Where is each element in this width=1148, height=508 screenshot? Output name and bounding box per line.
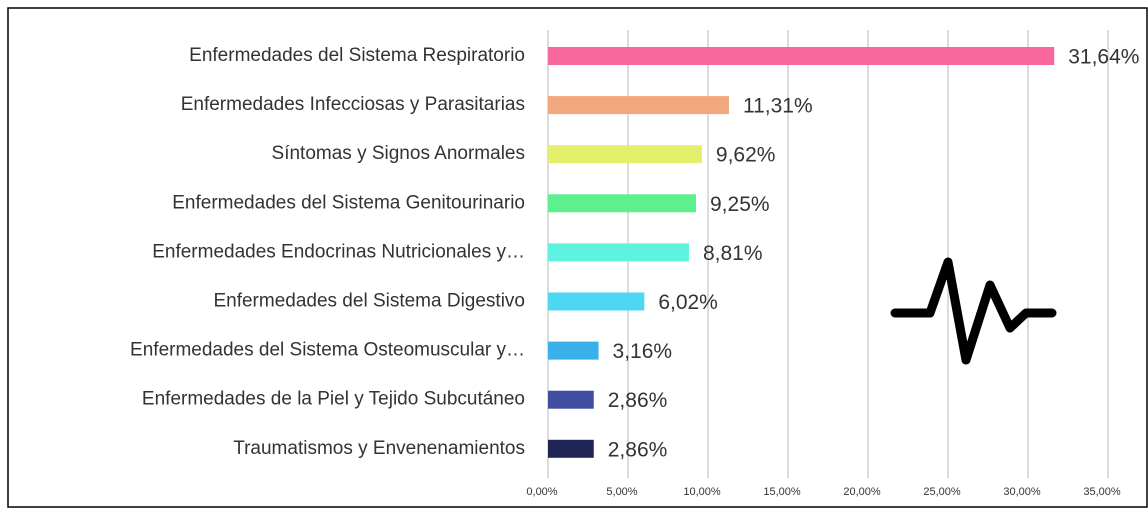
category-label: Enfermedades de la Piel y Tejido Subcutá… [142, 389, 525, 410]
category-label: Enfermedades Infecciosas y Parasitarias [181, 94, 525, 115]
heartbeat-icon [890, 257, 1057, 365]
x-tick-label: 5,00% [606, 486, 637, 498]
category-label: Traumatismos y Envenenamientos [233, 438, 525, 459]
bar [548, 341, 599, 360]
value-label: 6,02% [658, 291, 718, 314]
value-label: 11,31% [743, 95, 813, 118]
bar [548, 292, 645, 311]
value-label: 2,86% [608, 438, 668, 461]
value-label: 31,64% [1068, 46, 1139, 69]
x-tick-label: 25,00% [923, 486, 961, 498]
category-label: Enfermedades del Sistema Osteomuscular y… [130, 340, 525, 361]
x-tick-label: 0,00% [526, 486, 557, 498]
bar [548, 439, 594, 458]
value-label: 9,25% [710, 193, 770, 216]
bar [548, 390, 594, 409]
x-tick-label: 35,00% [1083, 486, 1121, 498]
value-label: 9,62% [716, 144, 776, 167]
value-label: 2,86% [608, 389, 668, 412]
category-label: Enfermedades Endocrinas Nutricionales y… [152, 241, 525, 262]
bar [548, 96, 729, 115]
x-tick-label: 10,00% [683, 486, 721, 498]
value-label: 3,16% [613, 340, 673, 363]
value-label: 8,81% [703, 242, 763, 265]
x-tick-label: 30,00% [1003, 486, 1041, 498]
category-label: Síntomas y Signos Anormales [272, 143, 525, 164]
bar [548, 243, 689, 262]
frame [7, 7, 1148, 508]
bar [548, 194, 696, 213]
x-tick-label: 20,00% [843, 486, 881, 498]
category-label: Enfermedades del Sistema Digestivo [213, 291, 525, 312]
x-tick-label: 15,00% [763, 486, 801, 498]
bar [548, 47, 1055, 65]
bar [548, 145, 702, 164]
category-label: Enfermedades del Sistema Respiratorio [189, 45, 525, 66]
category-label: Enfermedades del Sistema Genitourinario [172, 192, 525, 213]
